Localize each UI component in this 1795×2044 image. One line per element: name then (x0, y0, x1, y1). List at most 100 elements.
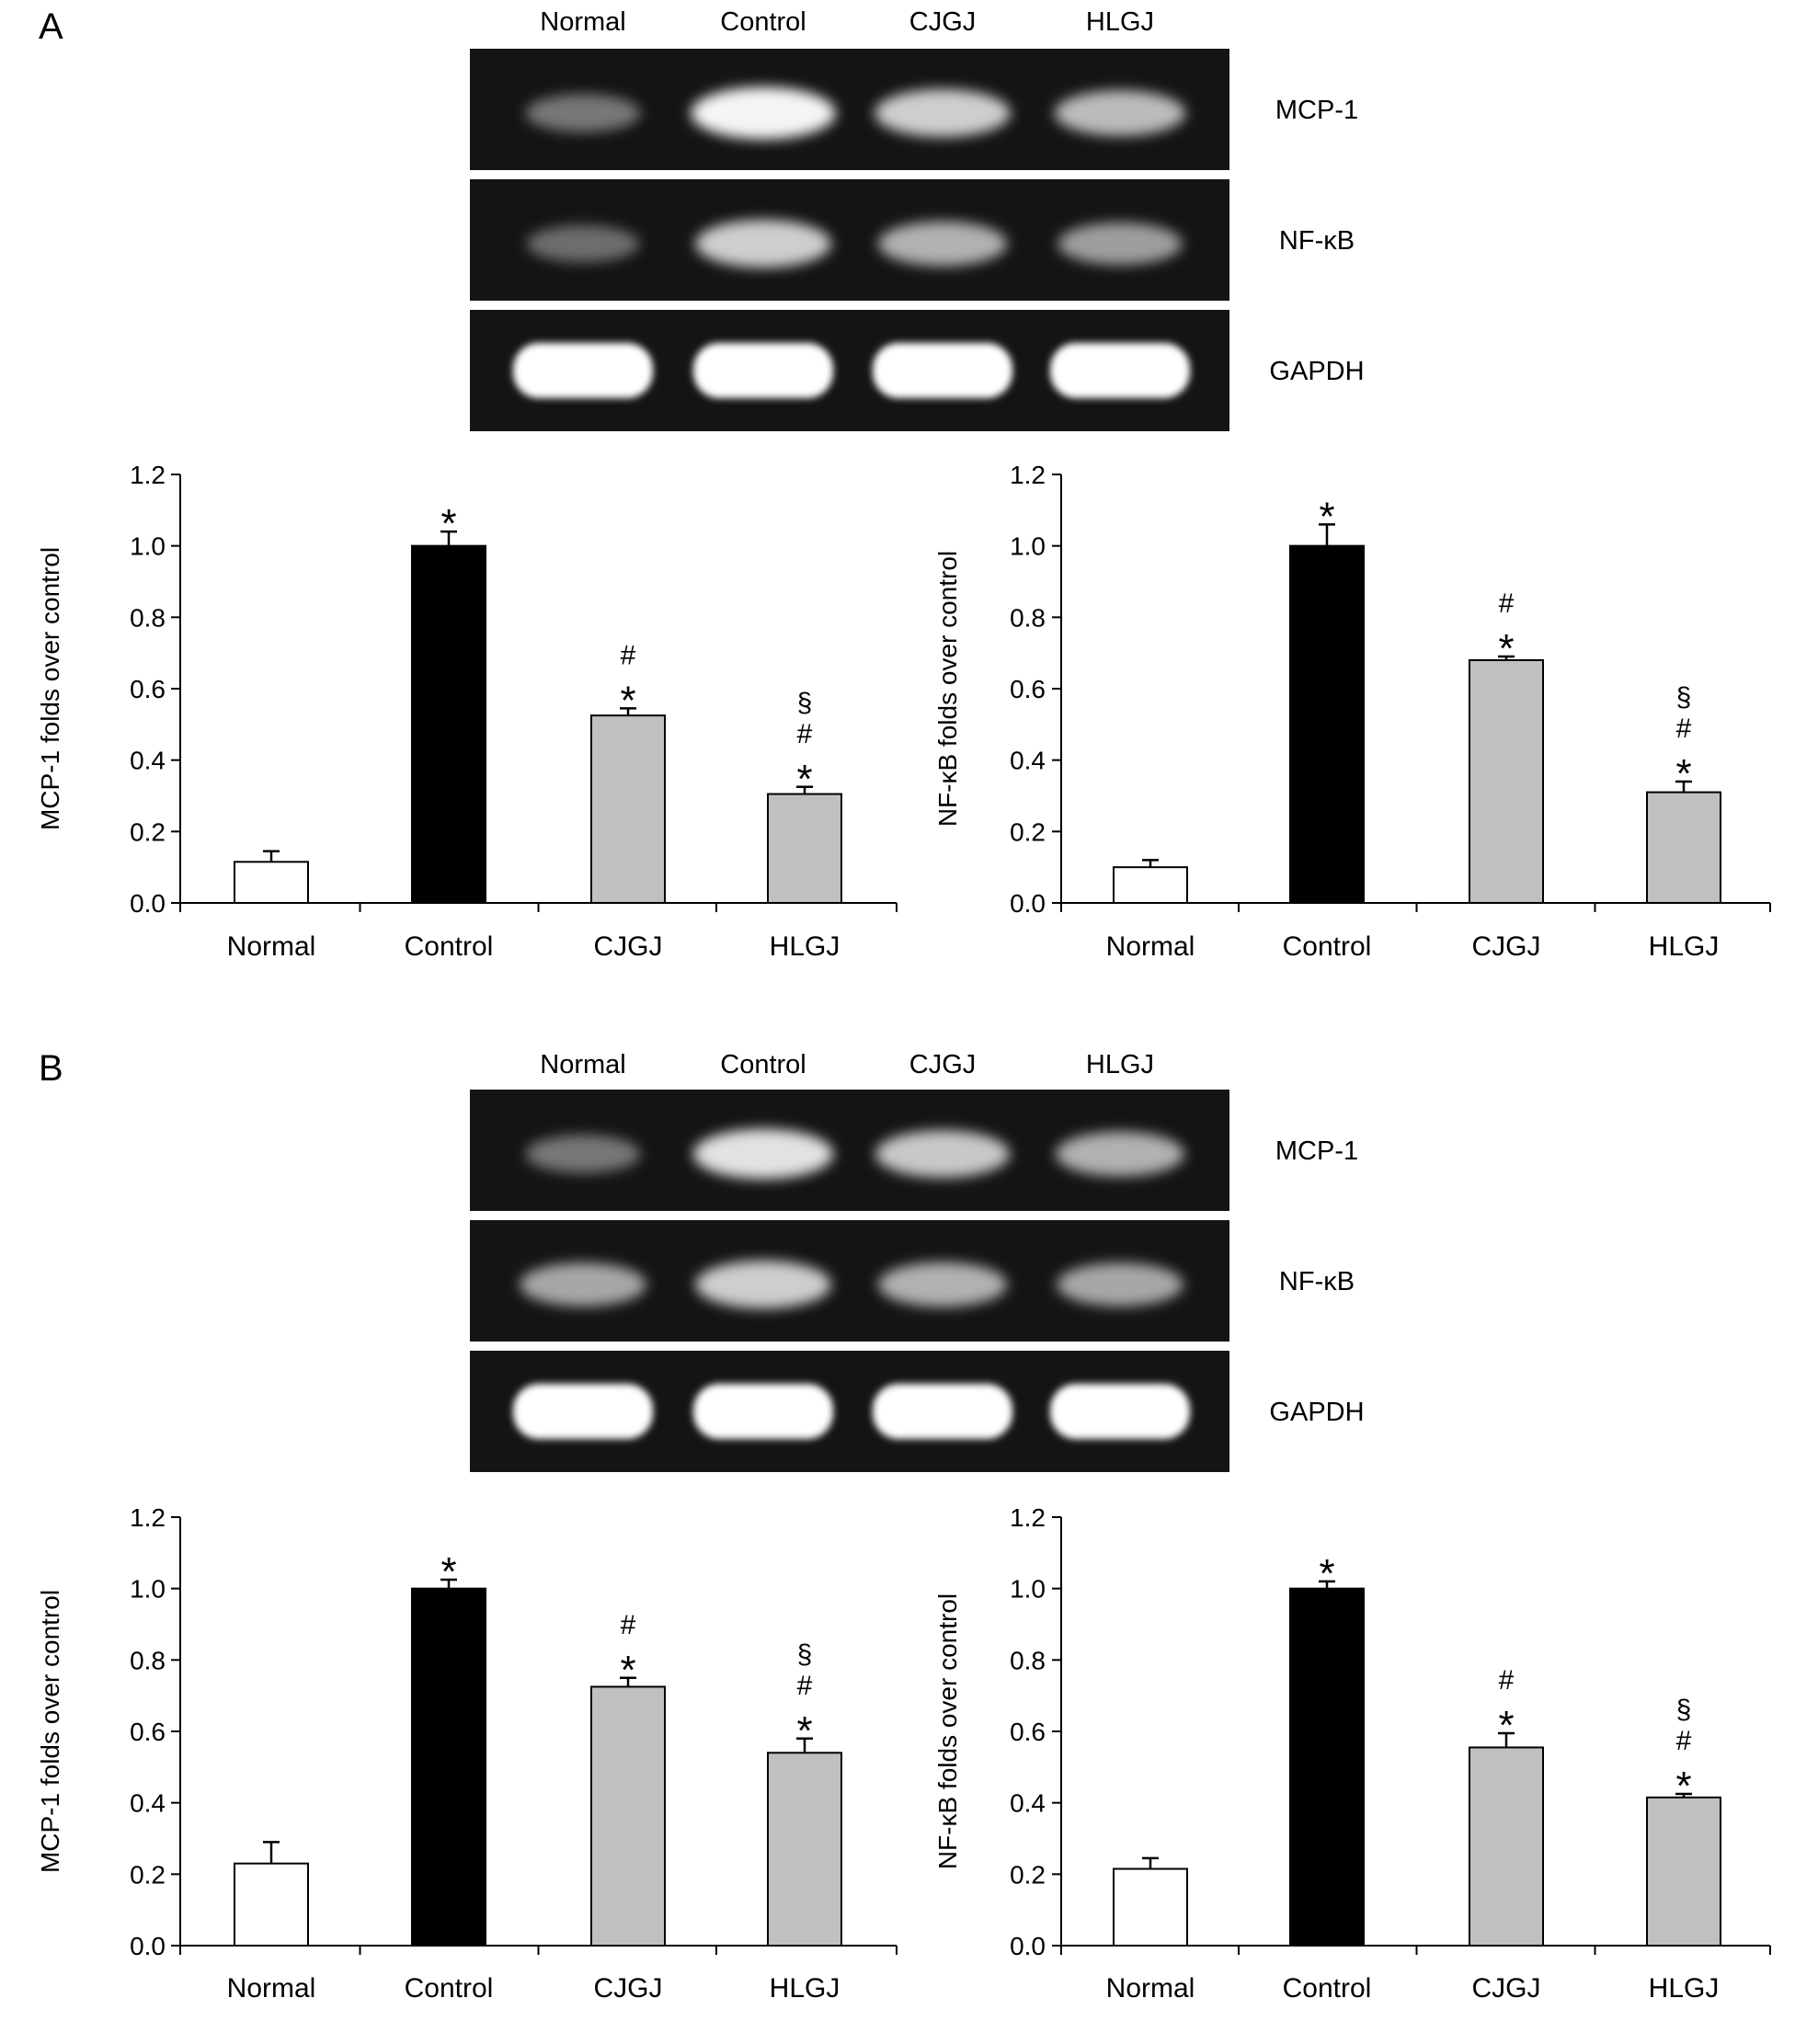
significance-mark: # (1676, 714, 1692, 744)
gel-lane-label: CJGJ (909, 7, 977, 37)
significance-mark: * (620, 1648, 635, 1693)
y-tick-label: 1.0 (1010, 532, 1046, 561)
gel-band (873, 343, 1012, 398)
significance-mark: # (621, 1610, 636, 1640)
significance-mark: * (1319, 1551, 1334, 1596)
significance-mark: * (440, 501, 456, 546)
y-tick-label: 0.8 (1010, 603, 1046, 632)
gel-band (1057, 1262, 1183, 1307)
gel-row-label: NF-κB (1279, 1267, 1355, 1296)
significance-mark: § (797, 1639, 813, 1670)
gel-band (1050, 343, 1190, 398)
significance-mark: # (621, 640, 636, 670)
bar-chart: 0.0 0.2 0.4 0.6 0.8 1.0 1.2 NF-κB folds over co… (933, 461, 1771, 962)
significance-mark: * (620, 678, 635, 723)
y-axis-label: MCP-1 folds over control (36, 547, 64, 830)
y-tick-label: 0.6 (1010, 1718, 1046, 1746)
x-tick-label: Normal (227, 931, 316, 962)
x-tick-label: HLGJ (1649, 1973, 1720, 2004)
y-tick-label: 0.8 (130, 1646, 166, 1674)
y-axis-label: NF-κB folds over control (933, 1593, 962, 1869)
gel-band (693, 343, 833, 398)
gel-band (1056, 1131, 1184, 1177)
y-tick-label: 0.2 (130, 817, 166, 846)
x-tick-label: CJGJ (1472, 931, 1541, 962)
x-tick-label: Control (1283, 931, 1372, 962)
significance-mark: * (440, 1549, 456, 1594)
gel-lane-label: CJGJ (909, 1050, 977, 1079)
bar-chart: 0.0 0.2 0.4 0.6 0.8 1.0 1.2 NF-κB folds over co… (933, 1503, 1771, 2004)
bar (1469, 1746, 1544, 1947)
y-tick-label: 0.4 (1010, 747, 1046, 775)
x-tick-label: Control (405, 931, 494, 962)
y-tick-label: 0.8 (1010, 1646, 1046, 1674)
gel-band (692, 1128, 834, 1180)
bar (1113, 866, 1188, 905)
gel-row-label: GAPDH (1269, 1398, 1364, 1427)
y-tick-label: 0.4 (1010, 1789, 1046, 1818)
y-tick-label: 0.0 (1010, 889, 1046, 918)
gel-lane-label: Control (720, 7, 806, 37)
y-tick-label: 1.2 (130, 1503, 166, 1532)
y-tick-label: 0.8 (130, 603, 166, 632)
gel-band (875, 89, 1011, 137)
bar (1646, 791, 1721, 904)
significance-mark: # (797, 719, 813, 749)
gel-band (1058, 223, 1183, 265)
bar (1646, 1796, 1721, 1947)
y-tick-label: 0.0 (130, 889, 166, 918)
significance-mark: * (1319, 494, 1334, 539)
y-tick-label: 0.2 (130, 1860, 166, 1889)
bar (1113, 1867, 1188, 1947)
gel-band (693, 1384, 833, 1439)
gel-row-label: MCP-1 (1275, 1136, 1358, 1166)
bar (411, 544, 486, 905)
gel-band (525, 94, 641, 132)
bar (234, 1862, 309, 1947)
gel-blot: Normal Control CJGJ HLGJ MCP-1 NF-κB GAPDH (470, 1050, 1365, 1472)
gel-band (875, 1130, 1010, 1178)
significance-mark: § (1676, 1695, 1692, 1725)
gel-blot: Normal Control CJGJ HLGJ MCP-1 NF-κB GAPDH (470, 7, 1365, 431)
y-tick-label: 0.6 (1010, 675, 1046, 703)
significance-mark: * (1675, 751, 1691, 796)
gel-band (513, 343, 653, 398)
y-axis-label: NF-κB folds over control (933, 551, 962, 827)
gel-band (520, 1262, 646, 1307)
y-tick-label: 1.0 (130, 532, 166, 561)
significance-mark: * (796, 757, 812, 802)
y-axis-label: MCP-1 folds over control (36, 1590, 64, 1873)
significance-mark: § (797, 688, 813, 718)
gel-band (878, 221, 1007, 267)
bar (234, 861, 309, 905)
y-tick-label: 0.4 (130, 1789, 166, 1818)
gel-band (525, 1135, 641, 1173)
bar (590, 1685, 666, 1947)
bar (767, 1752, 842, 1947)
y-tick-label: 0.6 (130, 675, 166, 703)
gel-band (873, 1384, 1012, 1439)
y-tick-label: 0.0 (1010, 1932, 1046, 1960)
significance-mark: * (796, 1708, 812, 1753)
x-tick-label: Control (1283, 1973, 1372, 2004)
significance-mark: * (1675, 1764, 1691, 1809)
gel-lane-label: HLGJ (1086, 7, 1154, 37)
gel-row-label: GAPDH (1269, 357, 1364, 386)
gel-band (691, 86, 836, 140)
x-tick-label: Control (405, 1973, 494, 2004)
y-tick-label: 1.2 (1010, 1503, 1046, 1532)
gel-band (513, 1384, 653, 1439)
bar (1289, 1587, 1365, 1947)
panel-b: B Normal Control CJGJ HLGJ MCP-1 NF-κB GAPDH (39, 1048, 1365, 1472)
y-tick-label: 1.2 (130, 461, 166, 489)
y-tick-label: 0.4 (130, 747, 166, 775)
significance-mark: # (1499, 588, 1515, 619)
significance-mark: # (797, 1671, 813, 1701)
panel-letter: B (39, 1048, 63, 1089)
y-tick-label: 1.0 (1010, 1575, 1046, 1604)
panel-a: A Normal Control CJGJ HLGJ MCP-1 NF-κB GAPDH (39, 6, 1365, 431)
gel-lane-label: Normal (540, 1050, 625, 1079)
gel-row-label: NF-κB (1279, 226, 1355, 256)
gel-lane-label: HLGJ (1086, 1050, 1154, 1079)
